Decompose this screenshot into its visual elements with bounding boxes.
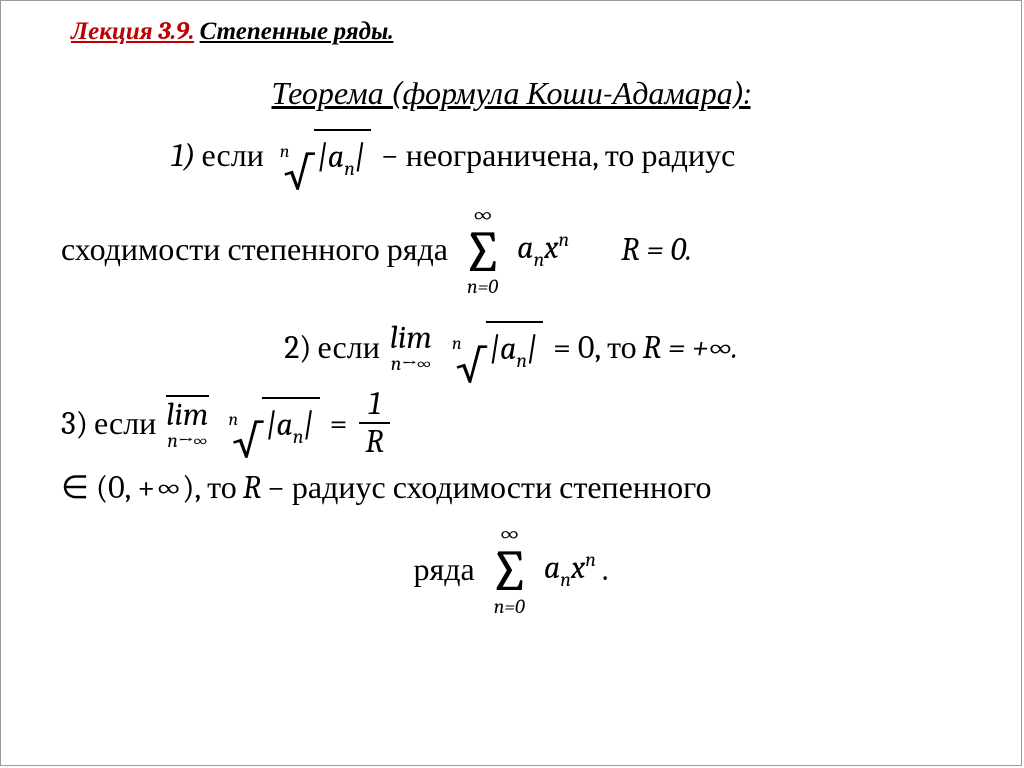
case3-line1: 3) если lim n→∞ n √ |an| = 1 R bbox=[61, 388, 961, 458]
case3-series-text: ряда bbox=[414, 548, 475, 591]
case1-line2: сходимости степенного ряда ∞ ∑ n=0 anxn … bbox=[61, 202, 961, 297]
case3-line3: ряда ∞ ∑ n=0 anxn . bbox=[61, 521, 961, 616]
limsup-icon: lim n→∞ bbox=[166, 395, 208, 451]
lim-icon: lim n→∞ bbox=[390, 322, 432, 374]
lecture-number: Лекция 3.9. bbox=[71, 17, 194, 46]
sum-term: anxn bbox=[544, 546, 596, 593]
case2-result: R = +∞. bbox=[643, 326, 738, 369]
case1-result: R = 0. bbox=[621, 228, 692, 271]
case2-line: 2) если lim n→∞ n √ |an| = 0, то R = +∞. bbox=[61, 321, 961, 374]
fraction: 1 R bbox=[359, 388, 389, 458]
sum-icon: ∞ ∑ n=0 bbox=[489, 521, 530, 616]
nthroot-icon: n √ |an| bbox=[223, 397, 320, 450]
case3-eq: = bbox=[330, 402, 348, 445]
nthroot-icon: n √ |an| bbox=[274, 129, 371, 182]
case3-if: если bbox=[94, 402, 156, 445]
theorem-body: 1) если n √ |an| − неограничена, то ради… bbox=[61, 119, 961, 617]
case1-num: 1) bbox=[171, 134, 196, 177]
theorem-title: Теорема (формула Коши-Адамара): bbox=[1, 75, 1021, 112]
case2-num: 2) bbox=[284, 326, 311, 369]
case1-if: если bbox=[202, 134, 264, 177]
case1-line1: 1) если n √ |an| − неограничена, то ради… bbox=[61, 129, 961, 182]
lecture-title: Степенные ряды. bbox=[200, 17, 394, 46]
sum-term: anxn bbox=[517, 226, 569, 273]
case3-num: 3) bbox=[61, 402, 88, 445]
case1-convergence-text: сходимости степенного ряда bbox=[61, 228, 448, 271]
slide-frame: Лекция 3.9. Степенные ряды. Теорема (фор… bbox=[0, 0, 1022, 766]
case2-if: если bbox=[318, 326, 380, 369]
case1-unbounded: − неограничена, то радиус bbox=[381, 134, 735, 177]
case3-interval: ∈ (0, +∞), то bbox=[61, 466, 237, 509]
nthroot-icon: n √ |an| bbox=[446, 321, 543, 374]
sum-icon: ∞ ∑ n=0 bbox=[462, 202, 503, 297]
lecture-header: Лекция 3.9. Степенные ряды. bbox=[71, 17, 393, 46]
case2-eq: = 0, то bbox=[553, 326, 637, 369]
case3-line2: ∈ (0, +∞), то R − радиус сходимости степ… bbox=[61, 466, 961, 509]
case3-radius-text: − радиус сходимости степенного bbox=[267, 466, 711, 509]
